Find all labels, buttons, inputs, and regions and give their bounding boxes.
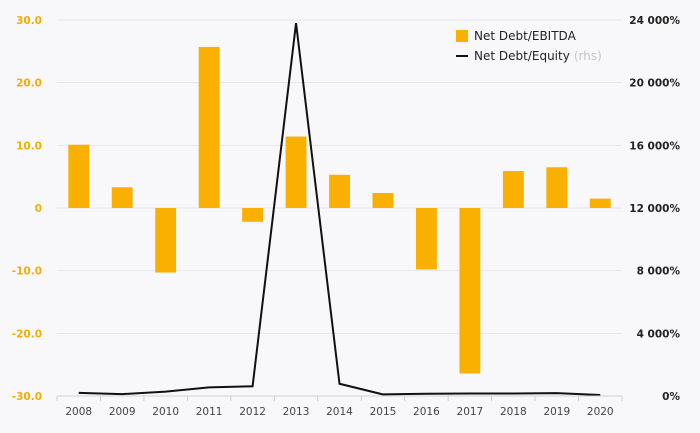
legend-note-rhs: (rhs) [574, 49, 602, 63]
bar [285, 136, 307, 208]
y-right-tick-label: 24 000% [629, 15, 680, 27]
bar-series [68, 46, 611, 374]
x-tick-label: 2012 [239, 406, 266, 418]
x-tick-label: 2019 [543, 406, 570, 418]
bar [155, 208, 177, 273]
x-tick-label: 2009 [109, 406, 136, 418]
y-right-tick-label: 8 000% [637, 266, 681, 278]
legend-label-line: Net Debt/Equity [474, 49, 570, 63]
bar [415, 208, 437, 270]
y-left-tick-label: -30.0 [12, 391, 42, 403]
y-left-tick-label: 30.0 [16, 15, 42, 27]
x-tick-label: 2010 [152, 406, 179, 418]
y-right-tick-label: 12 000% [629, 203, 680, 215]
y-right-tick-label: 20 000% [629, 78, 680, 90]
bar [589, 198, 611, 208]
bar [546, 167, 568, 208]
bar [372, 192, 394, 208]
legend-swatch-bar [456, 30, 468, 42]
x-tick-label: 2008 [65, 406, 92, 418]
x-tick-label: 2011 [196, 406, 223, 418]
x-tick-label: 2015 [370, 406, 397, 418]
y-left-tick-label: -10.0 [12, 266, 42, 278]
x-tick-label: 2013 [283, 406, 310, 418]
bar [502, 171, 524, 208]
y-left-tick-label: 10.0 [16, 140, 42, 152]
x-tick-label: 2014 [326, 406, 353, 418]
x-tick-label: 2017 [457, 406, 484, 418]
y-left-tick-label: 0 [35, 203, 42, 215]
x-tick-label: 2020 [587, 406, 614, 418]
bar [459, 208, 481, 374]
y-left-tick-label: 20.0 [16, 78, 42, 90]
y-left-tick-label: -20.0 [12, 328, 42, 340]
y-right-tick-label: 16 000% [629, 140, 680, 152]
line-series [78, 23, 601, 397]
y-right-tick-label: 4 000% [637, 328, 681, 340]
bar [198, 46, 220, 209]
x-tick-label: 2018 [500, 406, 527, 418]
x-tick-label: 2016 [413, 406, 440, 418]
y-right-tick-label: 0% [662, 391, 680, 403]
series-line [78, 23, 601, 397]
bar [68, 144, 90, 208]
bar [242, 208, 264, 222]
legend: Net Debt/EBITDA Net Debt/Equity (rhs) [456, 29, 602, 63]
axes: 2008 2009 2010 2011 2012 2013 2014 2015 2016 2017… [12, 15, 681, 418]
bar [111, 187, 133, 208]
legend-label-bar: Net Debt/EBITDA [474, 29, 577, 43]
bar [329, 174, 350, 208]
